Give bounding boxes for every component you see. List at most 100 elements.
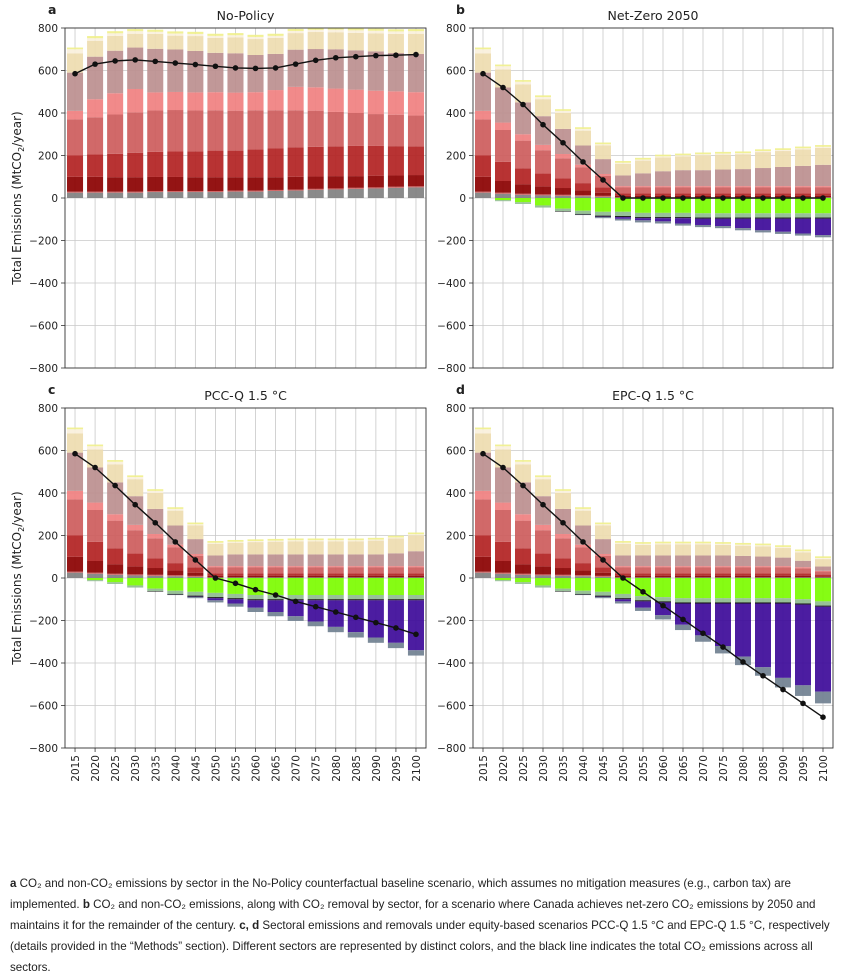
- bar-electricity-2035: [555, 178, 571, 189]
- bar-f-gas-2100: [407, 31, 424, 34]
- bar-bioelectricity-2095: [795, 198, 811, 214]
- x-tick-label: 2060: [251, 755, 263, 782]
- total-co2-point-2075: [720, 644, 726, 650]
- bar-electricity-2060: [247, 573, 264, 576]
- bar-buildings-2065: [675, 575, 691, 578]
- x-tick-label: 2060: [658, 755, 670, 782]
- bar-enhanced-weathering-2075: [307, 621, 324, 627]
- bar-ch4-2035: [555, 113, 571, 129]
- bar-industry-2085: [347, 187, 364, 189]
- bar-f-gas-2080: [327, 540, 344, 542]
- bar-transportation-2030: [535, 116, 551, 145]
- bar-buildings-2080: [327, 176, 344, 189]
- bar-transportation-2065: [267, 53, 284, 91]
- bar-electricity-2090: [367, 573, 384, 576]
- bar-electricity-2075: [307, 146, 324, 177]
- total-co2-point-2035: [560, 139, 566, 146]
- bar-enhanced-weathering-2075: [715, 226, 731, 229]
- bar-electricity-2020: [495, 161, 511, 181]
- y-axis-label: Total Emissions (MtCO2/year): [10, 491, 26, 665]
- bar-biomass-to-h2-ccs-2040: [575, 210, 591, 214]
- bar-industry-2015: [475, 119, 491, 156]
- bar-bioelectricity-2040: [575, 578, 591, 591]
- total-co2-point-2090: [780, 686, 786, 693]
- bar-biomass-to-h2-ccs-2075: [715, 598, 731, 603]
- bar-transportation-2065: [675, 170, 691, 187]
- bar-bioliquid-refining-2025: [107, 192, 124, 198]
- bar-f-gas-2045: [187, 524, 204, 526]
- bar-biomass-to-h2-ccs-2050: [207, 592, 224, 598]
- bar-ch4-2020: [87, 40, 104, 57]
- bar-buildings-2030: [127, 177, 144, 192]
- bar-industry-2040: [575, 575, 591, 577]
- bar-biomass-to-h2-ccs-2090: [775, 598, 791, 603]
- bar-biochar-2035: [147, 591, 164, 592]
- bar-bioelectricity-2020: [495, 578, 511, 581]
- bar-electricity-2050: [615, 573, 631, 576]
- bar-buildings-2055: [635, 575, 651, 578]
- bar-electricity-2065: [267, 573, 284, 576]
- bar-f-gas-2085: [347, 540, 364, 542]
- bar-biomass-to-h2-ccs-2085: [755, 213, 771, 218]
- total-co2-point-2050: [620, 195, 626, 201]
- y-tick-label: 0: [459, 573, 466, 585]
- x-tick-label: 2025: [518, 755, 530, 782]
- total-co2-line: [482, 73, 823, 199]
- bar-bioliquid-refining-2020: [495, 573, 511, 578]
- bar-biochar-2085: [755, 217, 771, 219]
- y-tick-label: −400: [29, 658, 58, 670]
- bar-buildings-2040: [167, 570, 184, 576]
- bar-buildings-2080: [735, 575, 751, 578]
- bar-f-gas-2035: [147, 31, 164, 34]
- bar-industry-2020: [87, 191, 104, 193]
- bar-bioliquid-refining-2035: [147, 575, 164, 578]
- bar-other-energy-transform-2085: [347, 566, 364, 568]
- bar-electricity-2050: [615, 193, 631, 196]
- caption-a-text: CO₂ and non-CO₂ emissions by sector in t…: [10, 877, 791, 911]
- bar-bioliquid-refining-2075: [715, 577, 731, 578]
- bar-ch4-2100: [407, 535, 424, 552]
- bar-bioliquid-refining-2060: [247, 577, 264, 578]
- bar-n2o-2085: [755, 543, 771, 546]
- bar-f-gas-2070: [287, 540, 304, 542]
- bar-f-gas-2055: [227, 541, 244, 543]
- total-co2-point-2045: [600, 177, 606, 183]
- bar-f-gas-2065: [267, 35, 284, 38]
- y-tick-label: −800: [437, 363, 466, 375]
- bar-biomass-to-h2-ccs-2045: [187, 591, 204, 596]
- bar-electricity-2020: [87, 541, 104, 561]
- bar-electricity-2020: [495, 541, 511, 561]
- bar-electricity-2065: [675, 573, 691, 576]
- bar-direct-air-capture-2090: [775, 218, 791, 232]
- bar-other-energy-transform-2015: [67, 110, 84, 120]
- bar-other-energy-transform-2035: [555, 534, 571, 539]
- bar-biochar-2085: [755, 602, 771, 604]
- bar-f-gas-2030: [535, 477, 551, 480]
- bar-biomass-to-h2-ccs-2025: [107, 582, 124, 584]
- bar-direct-air-capture-2050: [615, 217, 631, 219]
- bar-biochar-2075: [715, 217, 731, 219]
- y-tick-label: −200: [437, 236, 466, 248]
- bar-bioliquid-refining-2065: [267, 190, 284, 198]
- axes-frame: [472, 407, 834, 749]
- bar-direct-air-capture-2100: [815, 218, 831, 236]
- total-co2-line: [74, 453, 417, 635]
- bar-biochar-2050: [615, 216, 631, 218]
- bar-electricity-2070: [287, 573, 304, 576]
- bar-n2o-2080: [327, 27, 344, 30]
- bar-bioliquid-refining-2015: [475, 192, 491, 198]
- x-tick-label: 2050: [210, 755, 222, 782]
- bar-bioelectricity-2085: [755, 198, 771, 214]
- x-tick-label: 2075: [311, 755, 323, 782]
- bar-enhanced-weathering-2040: [575, 594, 591, 596]
- bar-other-energy-transform-2020: [87, 502, 104, 510]
- bar-biomass-to-h2-ccs-2030: [127, 585, 144, 588]
- bar-industry-2025: [515, 193, 531, 195]
- bar-enhanced-weathering-2095: [795, 685, 811, 696]
- bar-electricity-2060: [655, 193, 671, 196]
- bar-biochar-2090: [367, 599, 384, 601]
- bar-other-energy-transform-2095: [795, 186, 811, 188]
- bar-industry-2080: [327, 567, 344, 574]
- bar-transportation-2025: [515, 102, 531, 135]
- bar-biochar-2100: [815, 217, 831, 219]
